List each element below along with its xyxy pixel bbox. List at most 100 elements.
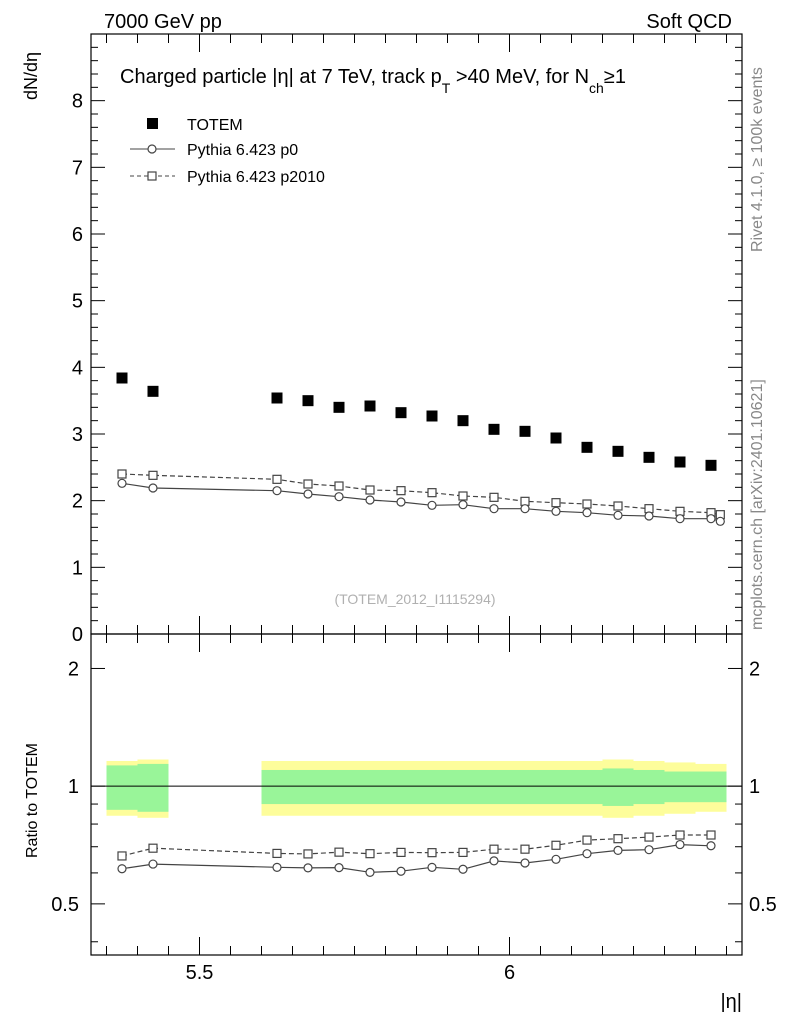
totem-point <box>550 432 562 444</box>
p0-line <box>121 482 721 522</box>
ratio-p2010-point <box>458 847 468 858</box>
x-tick-label: 6 <box>504 962 515 984</box>
x-axis-label: |η| <box>720 991 742 1013</box>
stat-uncertainty-band <box>509 769 541 805</box>
p0-point <box>675 514 685 524</box>
ratio-p0-point <box>396 866 406 876</box>
totem-point <box>271 392 283 404</box>
p0-point <box>272 486 282 496</box>
p2010-point <box>148 470 158 480</box>
p0-point <box>427 500 437 510</box>
legend-marker-p0 <box>147 144 157 154</box>
ratio-p2010-point <box>334 847 344 857</box>
totem-point <box>581 441 593 453</box>
main-y-tick-label: 1 <box>72 557 83 579</box>
p2010-line <box>121 473 721 516</box>
main-y-tick-label: 0 <box>72 624 83 646</box>
totem-point <box>612 445 624 457</box>
p2010-point <box>117 469 127 479</box>
ratio-p2010-point <box>303 849 313 859</box>
ratio-p2010-point <box>644 832 654 842</box>
totem-point <box>519 425 531 437</box>
ratio-y-tick-label-right: 1 <box>749 776 760 798</box>
legend-label-p0: Pythia 6.423 p0 <box>187 142 298 159</box>
ratio-p0-point <box>520 858 530 868</box>
ratio-p0-point <box>644 845 654 855</box>
p2010-point <box>613 501 623 511</box>
totem-point <box>333 401 345 413</box>
stat-uncertainty-band <box>323 769 355 805</box>
ratio-p2010-point <box>551 840 561 850</box>
p2010-point <box>551 498 561 508</box>
stat-uncertainty-band <box>571 769 603 805</box>
stat-uncertainty-band <box>106 765 138 810</box>
totem-point <box>457 415 469 427</box>
totem-point <box>674 456 686 468</box>
ratio-p0-point <box>458 864 468 874</box>
ratio-p2010-point <box>427 848 437 858</box>
p2010-point <box>334 481 344 491</box>
mcplots-label: mcplots.cern.ch [arXiv:2401.10621] <box>749 379 766 630</box>
ratio-p0-point <box>613 845 623 856</box>
stat-uncertainty-band <box>261 769 293 805</box>
p0-point <box>582 508 592 518</box>
stat-uncertainty-band <box>602 768 634 806</box>
totem-point <box>364 400 376 412</box>
header-right-label: Soft QCD <box>646 11 732 33</box>
ratio-p0-point <box>334 863 344 873</box>
main-y-tick-label: 3 <box>72 424 83 446</box>
main-y-tick-label: 4 <box>72 357 83 379</box>
ratio-p0-point <box>117 864 127 874</box>
chart-marks: 0 1 2 3 4 5 6 7 8 0.5 1 2 0.5 1 2 5.5 6 <box>51 33 777 984</box>
p2010-point <box>365 485 375 495</box>
main-y-tick-label: 6 <box>72 224 83 246</box>
p2010-point <box>427 488 437 498</box>
totem-point <box>643 451 655 463</box>
ratio-p0-point <box>303 863 313 873</box>
ratio-p2010-point <box>613 834 623 844</box>
ratio-p2010-point <box>675 830 685 840</box>
p0-point <box>489 504 499 514</box>
p2010-point <box>489 492 499 502</box>
p0-point <box>334 492 344 502</box>
ratio-p0-point <box>365 867 375 877</box>
ratio-p2010-point <box>706 830 716 840</box>
ratio-p0-point <box>489 856 499 866</box>
ratio-p2010-point <box>489 844 499 854</box>
legend-label-p2010: Pythia 6.423 p2010 <box>187 169 325 186</box>
stat-uncertainty-band <box>416 769 448 805</box>
ratio-p2010-point <box>396 847 406 858</box>
main-y-tick-label: 5 <box>72 291 83 313</box>
totem-point <box>395 407 407 419</box>
p2010-point <box>272 474 282 484</box>
totem-point <box>426 410 438 422</box>
p0-point <box>458 500 468 510</box>
main-y-tick-label: 2 <box>72 491 83 513</box>
legend: TOTEM Pythia 6.423 p0 Pythia 6.423 p2010 <box>130 117 325 186</box>
ratio-p0-point <box>272 862 282 872</box>
ratio-y-axis-label: Ratio to TOTEM <box>24 743 41 858</box>
main-title: Charged particle |η| at 7 TeV, track pT … <box>120 66 626 96</box>
stat-uncertainty-band <box>354 769 386 805</box>
stat-uncertainty-band <box>137 763 169 812</box>
stat-uncertainty-band <box>540 769 572 805</box>
p0-point <box>706 514 716 524</box>
ratio-p0-point <box>706 841 716 851</box>
legend-label-totem: TOTEM <box>187 117 243 134</box>
legend-marker-p2010 <box>147 171 157 181</box>
ratio-p2010-point <box>582 835 592 845</box>
p0-point <box>365 495 375 505</box>
p2010-point <box>396 486 406 496</box>
ratio-y-tick-label-right: 2 <box>749 658 760 680</box>
ratio-p2010-point <box>520 844 530 854</box>
p2010-point <box>458 491 468 501</box>
header-left-label: 7000 GeV pp <box>104 11 222 33</box>
p0-point <box>303 489 313 499</box>
ratio-p0-point <box>148 859 158 869</box>
legend-marker-totem <box>147 118 158 129</box>
stat-uncertainty-band <box>385 769 417 805</box>
ratio-p2010-line <box>121 834 711 857</box>
ratio-p2010-point <box>117 851 127 861</box>
main-y-tick-label: 7 <box>72 157 83 179</box>
